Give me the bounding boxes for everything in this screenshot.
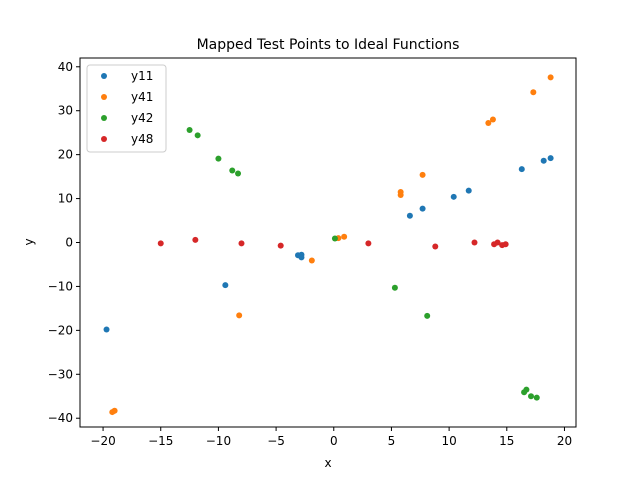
y-tick-label: −40: [48, 411, 73, 425]
point-y11: [407, 213, 413, 219]
point-y11: [222, 282, 228, 288]
point-y41: [112, 408, 118, 414]
point-y42: [523, 387, 529, 393]
point-y48: [238, 240, 244, 246]
point-y41: [548, 74, 554, 80]
point-y42: [187, 127, 193, 133]
point-y41: [398, 192, 404, 198]
point-y48: [503, 241, 509, 247]
x-tick-label: −5: [267, 434, 285, 448]
x-tick-label: 15: [499, 434, 514, 448]
legend-label-y11: y11: [131, 69, 153, 83]
chart-title: Mapped Test Points to Ideal Functions: [197, 37, 460, 53]
point-y41: [309, 258, 315, 264]
point-y11: [298, 254, 304, 260]
point-y11: [104, 326, 110, 332]
legend-marker-y11: [101, 73, 107, 79]
point-y42: [229, 167, 235, 173]
point-y42: [392, 285, 398, 291]
y-axis-label: y: [22, 238, 36, 245]
point-y42: [215, 156, 221, 162]
legend-box: [87, 65, 166, 152]
legend-label-y48: y48: [131, 132, 153, 146]
point-y48: [158, 240, 164, 246]
x-tick-label: −10: [206, 434, 231, 448]
point-y48: [365, 240, 371, 246]
legend-marker-y48: [101, 136, 107, 142]
point-y11: [541, 158, 547, 164]
x-tick-label: −15: [148, 434, 173, 448]
point-y48: [278, 243, 284, 249]
y-tick-label: 10: [58, 192, 73, 206]
point-y42: [424, 313, 430, 319]
legend: y11 y41 y42 y48: [87, 65, 166, 152]
point-y42: [528, 393, 534, 399]
point-y42: [332, 236, 338, 242]
point-y41: [420, 172, 426, 178]
point-y42: [534, 395, 540, 401]
x-tick-label: 10: [441, 434, 456, 448]
y-tick-label: 30: [58, 104, 73, 118]
point-y41: [341, 234, 347, 240]
y-tick-label: 40: [58, 60, 73, 74]
x-tick-label: −20: [90, 434, 115, 448]
x-tick-label: 0: [330, 434, 338, 448]
point-y11: [548, 155, 554, 161]
point-y41: [490, 117, 496, 123]
y-tick-label: −30: [48, 367, 73, 381]
x-axis-label: x: [324, 456, 331, 470]
point-y48: [192, 237, 198, 243]
legend-marker-y42: [101, 115, 107, 121]
legend-label-y42: y42: [131, 111, 153, 125]
point-y11: [466, 188, 472, 194]
legend-marker-y41: [101, 94, 107, 100]
y-tick-label: −10: [48, 279, 73, 293]
point-y11: [451, 194, 457, 200]
x-tick-label: 5: [388, 434, 396, 448]
x-tick-label: 20: [557, 434, 572, 448]
point-y41: [530, 89, 536, 95]
point-y48: [432, 243, 438, 249]
point-y11: [420, 206, 426, 212]
y-tick-label: 0: [65, 236, 73, 250]
point-y41: [236, 312, 242, 318]
point-y48: [471, 240, 477, 246]
point-y11: [519, 166, 525, 172]
y-tick-label: 20: [58, 148, 73, 162]
point-y42: [235, 171, 241, 177]
point-y42: [195, 132, 201, 138]
y-tick-label: −20: [48, 323, 73, 337]
legend-label-y41: y41: [131, 90, 153, 104]
